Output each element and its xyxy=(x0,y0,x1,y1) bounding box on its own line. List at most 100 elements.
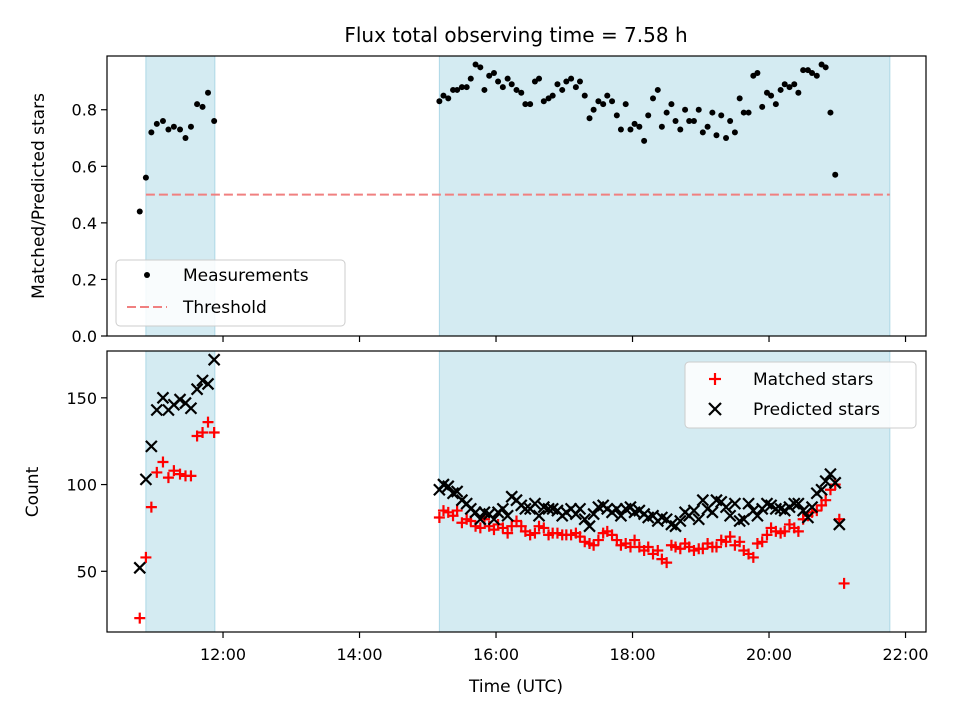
matched-point xyxy=(829,479,841,491)
ratio-panel-frame xyxy=(106,55,927,337)
measurement-points xyxy=(136,61,839,215)
matched-point xyxy=(697,543,709,555)
legend-measurements-label: Measurements xyxy=(183,266,309,286)
measurement-point xyxy=(590,106,597,113)
measurement-point xyxy=(581,92,588,99)
measurement-point xyxy=(740,109,747,116)
observing-band-1 xyxy=(438,55,891,337)
predicted-point xyxy=(828,476,842,490)
measurement-point xyxy=(472,61,479,68)
matched-point xyxy=(661,557,673,569)
measurement-point xyxy=(540,98,547,105)
predicted-point xyxy=(139,473,153,486)
matched-point xyxy=(506,520,518,532)
predicted-point xyxy=(792,497,805,510)
measurement-point xyxy=(650,95,656,102)
matched-point xyxy=(162,472,174,484)
matched-point xyxy=(202,416,214,428)
measurement-point xyxy=(486,72,493,79)
matched-point xyxy=(756,536,768,548)
ratio-legend: Measurements Threshold xyxy=(115,259,346,327)
matched-point xyxy=(145,501,157,513)
predicted-point xyxy=(196,374,209,387)
ratio-panel: 0.00.20.40.60.8 Matched/Predicted stars … xyxy=(29,55,927,346)
measurement-point xyxy=(513,86,520,93)
predicted-point xyxy=(801,511,815,524)
measurement-point xyxy=(495,78,502,85)
measurement-point xyxy=(777,86,784,93)
measurement-point xyxy=(791,81,798,88)
predicted-point xyxy=(173,393,187,406)
y-tick-label: 0.4 xyxy=(72,214,97,233)
matched-point xyxy=(174,468,186,480)
measurement-point xyxy=(205,89,212,96)
measurement-point xyxy=(654,86,661,93)
matched-point xyxy=(715,534,727,546)
predicted-point xyxy=(528,497,542,510)
matched-point xyxy=(820,494,832,506)
measurement-point xyxy=(754,69,761,76)
measurement-point xyxy=(695,106,702,113)
predicted-point xyxy=(788,497,801,510)
x-tick-label: 22:00 xyxy=(882,645,928,664)
legend-predicted-label: Predicted stars xyxy=(753,400,880,420)
measurement-point xyxy=(645,112,652,119)
matched-point xyxy=(433,512,445,524)
ratio-legend-box xyxy=(115,259,346,327)
observing-band-0 xyxy=(145,350,216,633)
measurement-point xyxy=(148,129,155,136)
y-tick-label: 50 xyxy=(77,562,97,581)
predicted-point xyxy=(487,512,501,526)
y-tick-label: 0.2 xyxy=(72,270,97,289)
predicted-points xyxy=(133,353,846,575)
measurement-point xyxy=(595,98,602,105)
measurement-point xyxy=(153,120,160,127)
predicted-point xyxy=(145,440,158,453)
matched-point xyxy=(710,541,722,553)
predicted-point xyxy=(687,504,701,517)
x-tick-label: 16:00 xyxy=(473,645,519,664)
predicted-point xyxy=(706,506,719,519)
matched-point xyxy=(197,427,209,439)
measurement-point xyxy=(490,69,497,76)
matched-point xyxy=(168,465,180,477)
matched-point xyxy=(688,544,700,556)
measurement-point xyxy=(199,103,206,110)
matched-point xyxy=(642,541,654,553)
y-tick-label: 0.6 xyxy=(72,157,97,176)
legend-threshold-label: Threshold xyxy=(182,298,267,318)
predicted-point xyxy=(742,497,755,510)
y-ticks-top: 0.0 0.2 0.4 0.6 0.8 xyxy=(72,101,107,346)
predicted-point xyxy=(207,353,221,366)
measurement-point xyxy=(454,86,461,93)
measurement-point xyxy=(617,126,624,133)
predicted-point xyxy=(441,480,455,493)
count-panel-frame xyxy=(106,350,927,633)
predicted-point xyxy=(150,403,164,417)
count-y-label: Count xyxy=(23,466,43,517)
predicted-point xyxy=(723,509,737,523)
measurement-point xyxy=(686,118,693,125)
predicted-point xyxy=(833,518,846,531)
y-tick-label: 100 xyxy=(66,476,97,495)
x-ticks-top xyxy=(222,336,907,342)
measurement-point xyxy=(672,118,679,125)
measurement-point xyxy=(731,129,738,136)
measurement-point xyxy=(477,64,484,71)
x-tick-label: 12:00 xyxy=(200,645,246,664)
predicted-point xyxy=(532,509,546,523)
predicted-point xyxy=(501,509,514,523)
matched-point xyxy=(185,470,197,482)
measurement-point xyxy=(522,101,529,108)
measurement-point xyxy=(795,89,802,96)
measurement-point xyxy=(781,81,788,88)
measurement-point xyxy=(549,92,556,99)
matched-point xyxy=(615,539,627,551)
matched-point xyxy=(629,534,641,546)
legend-matched-marker xyxy=(709,373,721,385)
predicted-point xyxy=(805,500,819,514)
measurement-point xyxy=(727,118,734,125)
matched-point xyxy=(551,527,563,539)
predicted-point xyxy=(728,497,742,510)
matched-point xyxy=(674,543,686,555)
